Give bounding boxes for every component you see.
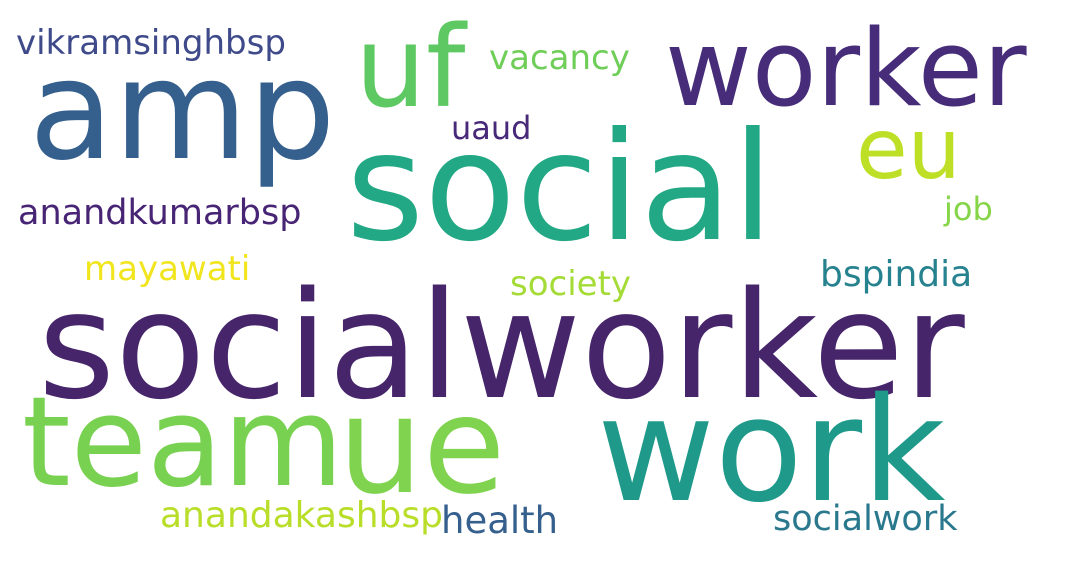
- word-worker: worker: [665, 7, 1027, 130]
- word-job: job: [944, 190, 993, 228]
- word-society: society: [510, 264, 632, 304]
- word-uf: uf: [355, 3, 466, 133]
- word-uaud: uaud: [451, 109, 532, 147]
- word-work: work: [597, 366, 946, 534]
- word-socialworker: socialworker: [38, 260, 965, 432]
- word-ue: ue: [338, 368, 506, 524]
- word-anandakashbsp: anandakashbsp: [160, 495, 443, 536]
- word-social: social: [346, 101, 774, 275]
- word-mayawati: mayawati: [84, 249, 251, 289]
- word-anandkumarbsp: anandkumarbsp: [18, 193, 302, 233]
- word-amp: amp: [29, 30, 336, 191]
- word-vacancy: vacancy: [489, 38, 630, 78]
- word-eu: eu: [856, 100, 961, 198]
- word-vikramsinghbsp: vikramsinghbsp: [16, 23, 286, 63]
- word-socialwork: socialwork: [773, 499, 958, 539]
- word-bspindia: bspindia: [820, 254, 973, 295]
- word-team: team: [22, 371, 344, 515]
- word-health: health: [441, 499, 559, 542]
